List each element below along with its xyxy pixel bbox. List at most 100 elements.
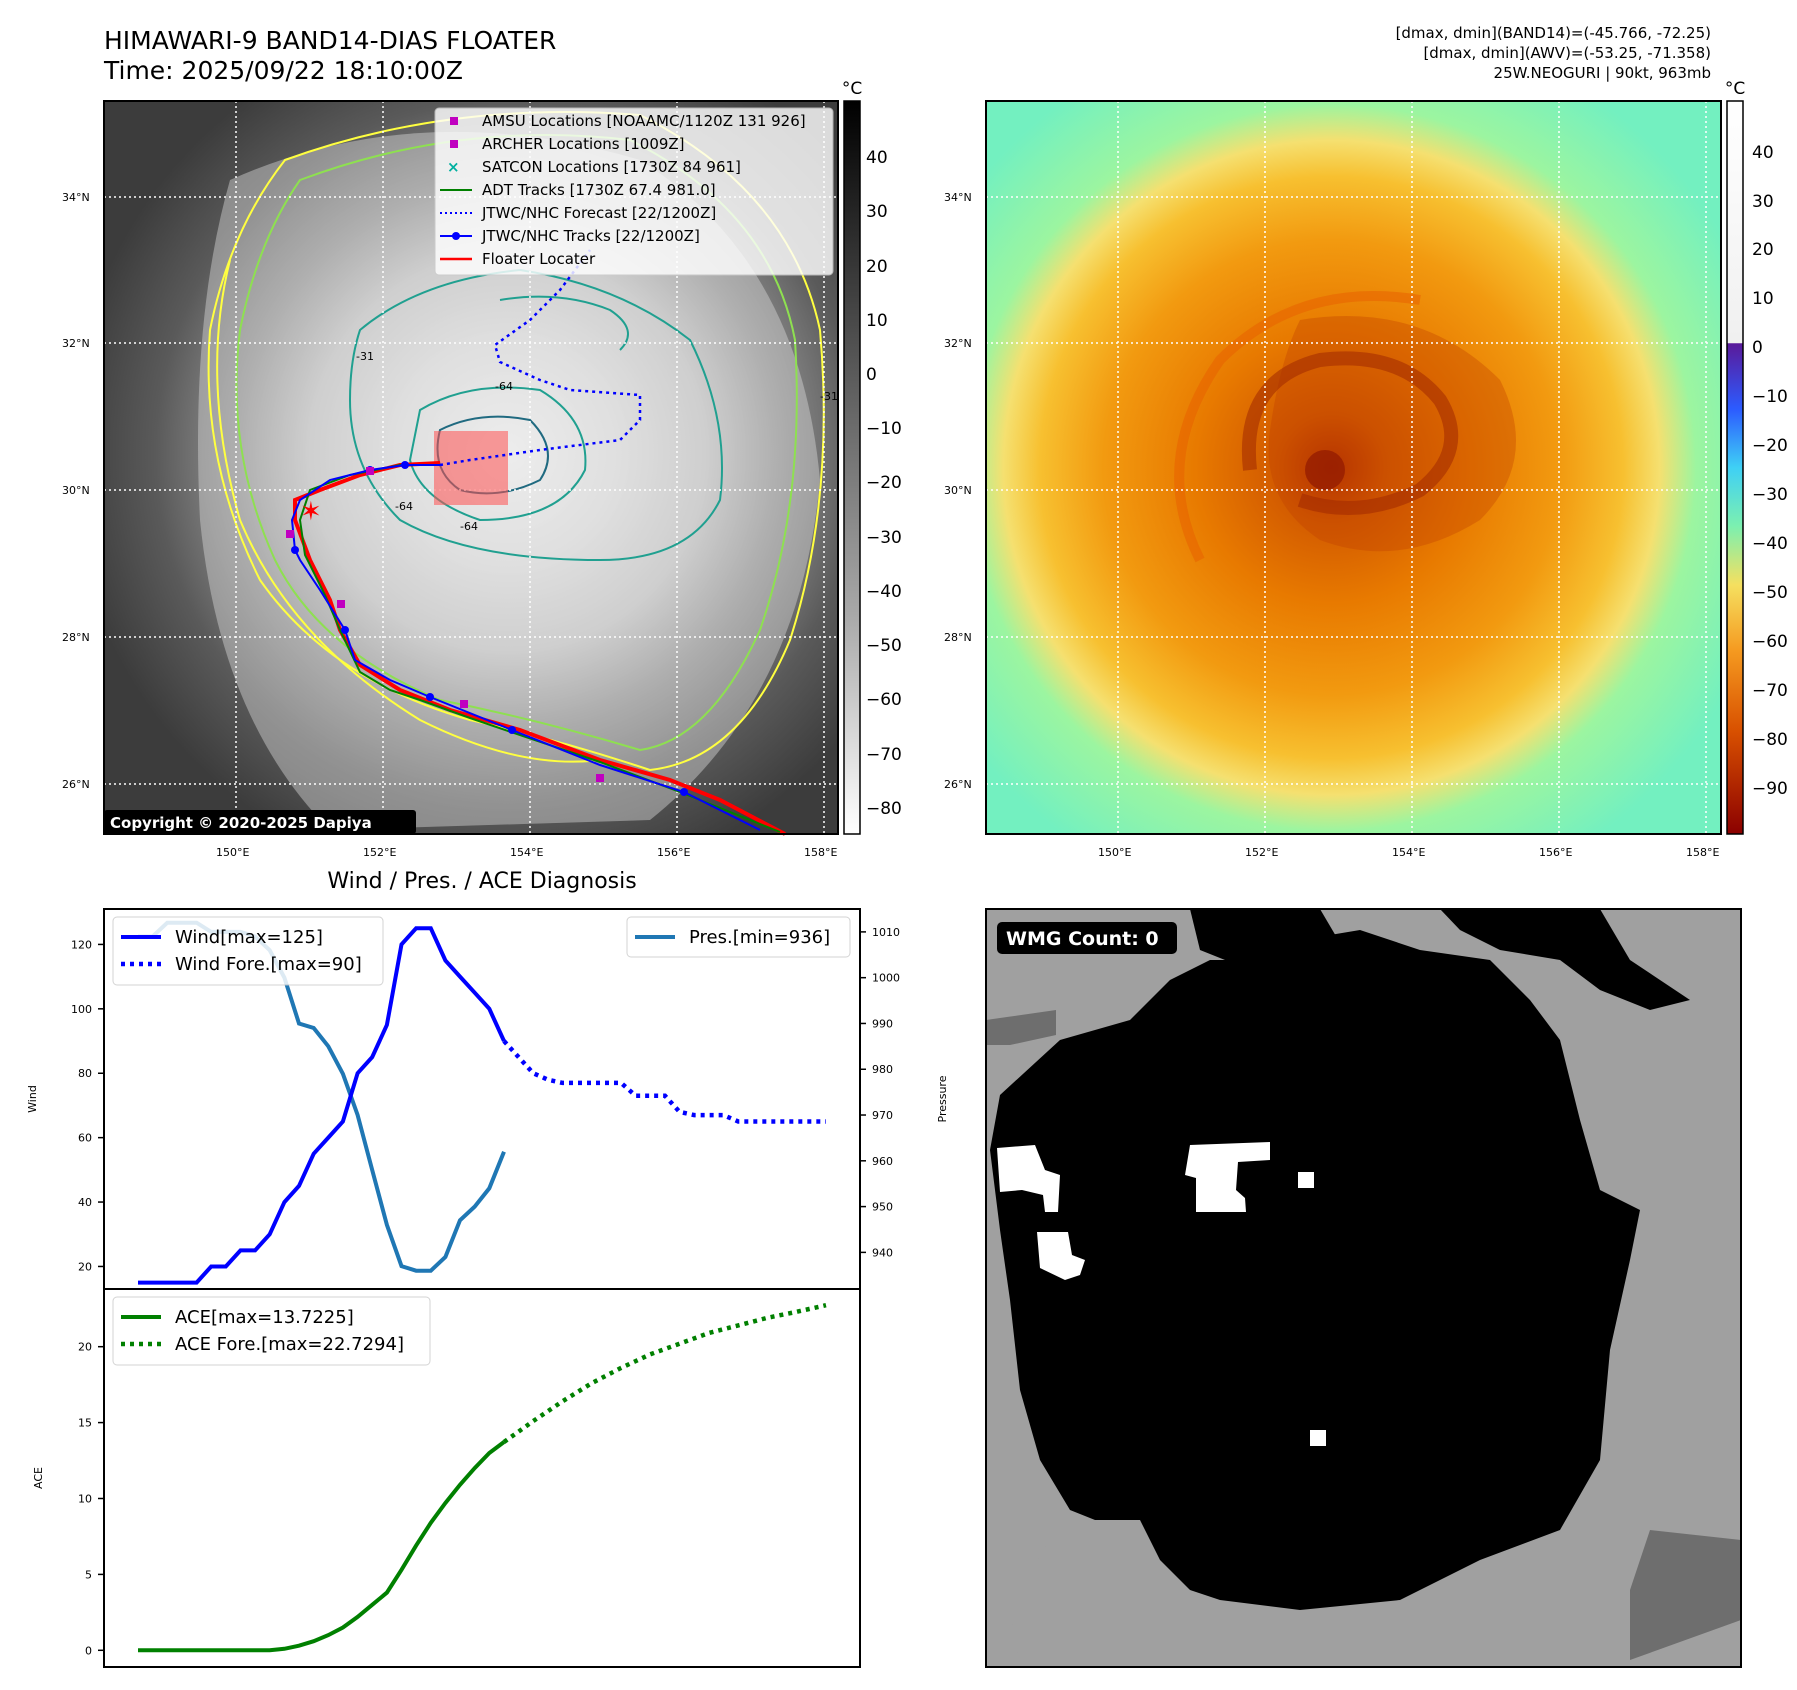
jtwc-forecast-track	[439, 249, 642, 467]
lon-tick: 150°E	[1098, 846, 1131, 859]
ace-line	[138, 1440, 506, 1653]
legend-amsu-marker	[450, 117, 458, 125]
colorbar-tick: −20	[1752, 436, 1788, 456]
lat-tick: 30°N	[62, 484, 90, 497]
ir-gray-map: -31 -64 -64 -64 -31 ✶	[103, 100, 839, 836]
legend-ace-fore: ACE Fore.[max=22.7294]	[175, 1334, 404, 1355]
ir-color-map	[985, 100, 1722, 835]
colorbar-tick: −40	[1752, 534, 1788, 554]
lon-tick: 154°E	[510, 846, 543, 859]
legend-wind: Wind[max=125]	[175, 927, 323, 948]
colorbar-tick: −80	[1752, 730, 1788, 750]
wmg-dark-gray	[1630, 1530, 1741, 1660]
pressure-y-ticks: 940 950 960 970 980 990 1000 1010	[860, 926, 900, 1259]
colorbar-tick: 20	[1752, 240, 1774, 260]
y-tick-label: 100	[71, 1003, 92, 1016]
ace-y-ticks: 0 5 10 15 20	[78, 1341, 104, 1657]
wmg-black-top	[1190, 909, 1350, 980]
contour-label: -31	[356, 350, 374, 363]
y-tick-label: 20	[78, 1260, 92, 1273]
copyright: Copyright © 2020-2025 Dapiya	[110, 814, 372, 832]
y-tick-label: 970	[872, 1109, 893, 1122]
contour-label: -64	[395, 500, 413, 513]
contour-label: -64	[495, 380, 513, 393]
ace-legend: ACE[max=13.7225] ACE Fore.[max=22.7294]	[112, 1296, 431, 1366]
colorbar-tick: −70	[866, 745, 902, 765]
y-tick-label: 80	[78, 1067, 92, 1080]
y-tick-label: 1000	[872, 972, 900, 985]
floater-marker: ✶	[300, 497, 322, 527]
lat-tick: 28°N	[944, 631, 972, 644]
legend-archer-marker	[450, 140, 458, 148]
y-tick-label: 0	[85, 1644, 92, 1657]
colorbar-tick: 0	[866, 365, 877, 385]
wind-axis-label: Wind	[26, 1085, 39, 1113]
colorbar-tick: −50	[1752, 583, 1788, 603]
lon-tick: 158°E	[804, 846, 837, 859]
lon-tick: 152°E	[363, 846, 396, 859]
diagnosis-title: Wind / Pres. / ACE Diagnosis	[327, 869, 636, 894]
pressure-axis-label: Pressure	[936, 1075, 949, 1122]
legend-adt: ADT Tracks [1730Z 67.4 981.0]	[482, 181, 716, 199]
gray-colorbar: °C 40 30 20 10 0 −10 −20 −30 −40 −50 −60…	[842, 79, 902, 835]
figure-time: Time: 2025/09/22 18:10:00Z	[104, 56, 463, 85]
info-storm: 25W.NEOGURI | 90kt, 963mb	[1493, 64, 1711, 82]
colorbar-tick: −40	[866, 582, 902, 602]
y-tick-label: 940	[872, 1246, 893, 1259]
colorbar-tick: 0	[1752, 338, 1763, 358]
ace-axis-label: ACE	[32, 1467, 45, 1489]
ace-forecast-line	[502, 1303, 827, 1444]
info-band14: [dmax, dmin](BAND14)=(-45.766, -72.25)	[1395, 24, 1711, 42]
colorbar-tick: −30	[1752, 485, 1788, 505]
color-colorbar-unit: °C	[1725, 79, 1745, 99]
colorbar-tick: 30	[1752, 192, 1774, 212]
wmg-white-cells	[997, 1142, 1326, 1446]
colorbar-tick: −80	[866, 799, 902, 819]
contour-label: -31	[820, 390, 838, 403]
figure-title: HIMAWARI-9 BAND14-DIAS FLOATER	[104, 26, 557, 55]
y-tick-label: 990	[872, 1017, 893, 1030]
jtwc-track	[290, 464, 761, 831]
colorbar-tick: 20	[866, 257, 888, 277]
right-map-lon-ticks: 150°E 152°E 154°E 156°E 158°E	[1098, 846, 1719, 859]
lat-tick: 26°N	[62, 778, 90, 791]
legend-ace: ACE[max=13.7225]	[175, 1307, 354, 1328]
y-tick-label: 960	[872, 1155, 893, 1168]
left-map-lon-ticks: 150°E 152°E 154°E 156°E 158°E	[216, 846, 837, 859]
wind-forecast-line	[502, 1039, 826, 1124]
wind-legend: Wind[max=125] Wind Fore.[max=90] Pres.[m…	[112, 916, 851, 986]
colorbar-tick: 40	[866, 148, 888, 168]
legend-satcon: SATCON Locations [1730Z 84 961]	[482, 158, 741, 176]
lat-tick: 34°N	[944, 191, 972, 204]
y-tick-label: 20	[78, 1341, 92, 1354]
color-map-gridlines	[986, 101, 1721, 834]
y-tick-label: 5	[85, 1568, 92, 1581]
legend-floater: Floater Locater	[482, 250, 596, 268]
y-tick-label: 980	[872, 1063, 893, 1076]
wmg-label-box	[997, 922, 1177, 954]
legend-pres: Pres.[min=936]	[689, 927, 830, 948]
wmg-count-label: WMG Count: 0	[1006, 928, 1159, 950]
lat-tick: 32°N	[62, 337, 90, 350]
lat-tick: 26°N	[944, 778, 972, 791]
lon-tick: 150°E	[216, 846, 249, 859]
lat-tick: 32°N	[944, 337, 972, 350]
map-legend: AMSU Locations [NOAAMC/1120Z 131 926] AR…	[434, 107, 834, 276]
y-tick-label: 950	[872, 1201, 893, 1214]
legend-tracks-dot	[452, 232, 460, 240]
lon-tick: 152°E	[1245, 846, 1278, 859]
legend-wind-fore: Wind Fore.[max=90]	[175, 954, 362, 975]
color-colorbar: °C 40 30 20 10 0 −10 −20 −30 −40 −50 −60…	[1725, 79, 1788, 835]
legend-amsu: AMSU Locations [NOAAMC/1120Z 131 926]	[482, 112, 806, 130]
left-map-lat-ticks: 34°N 32°N 30°N 28°N 26°N	[62, 191, 90, 791]
colorbar-tick: −20	[866, 473, 902, 493]
amsu-archer-points	[286, 467, 604, 782]
wind-y-ticks: 20 40 60 80 100 120	[71, 938, 104, 1273]
y-tick-label: 40	[78, 1196, 92, 1209]
colorbar-tick: −60	[866, 690, 902, 710]
colorbar-tick: −50	[866, 636, 902, 656]
colorbar-tick: −90	[1752, 779, 1788, 799]
lat-tick: 30°N	[944, 484, 972, 497]
wmg-gray-bottom	[1010, 1520, 1230, 1667]
y-tick-label: 1010	[872, 926, 900, 939]
